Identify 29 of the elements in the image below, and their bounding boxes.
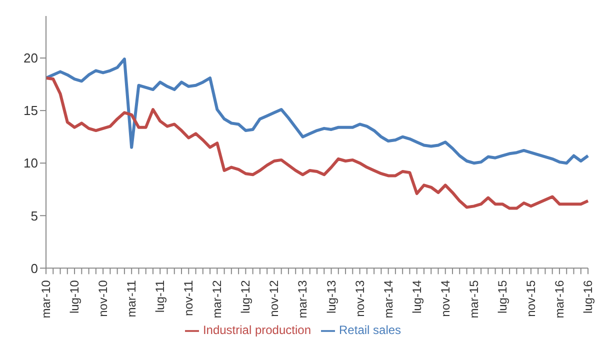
- x-tick-label: mar-10: [39, 280, 53, 318]
- x-tick-label: nov-15: [524, 280, 538, 317]
- x-tick-label: mar-11: [124, 280, 139, 318]
- x-tick-label: nov-11: [182, 280, 196, 316]
- x-tick-label: mar-12: [210, 280, 224, 318]
- x-tick-label: nov-14: [438, 280, 452, 317]
- y-tick-label: 10: [24, 156, 38, 171]
- x-tick-label: lug-13: [324, 280, 338, 314]
- x-tick-label: lug-12: [238, 280, 253, 314]
- x-tick-label: lug-11: [153, 280, 168, 313]
- line-series: [44, 76, 590, 210]
- x-tick-label: mar-15: [466, 280, 481, 318]
- x-tick-label: lug-16: [581, 280, 595, 314]
- legend-label: Retail sales: [339, 323, 402, 338]
- line-series: [44, 58, 590, 165]
- y-tick-label: 20: [24, 50, 38, 66]
- x-tick-label: nov-10: [96, 280, 110, 317]
- x-tick-label: mar-16: [552, 280, 566, 318]
- x-tick-label: nov-12: [267, 280, 282, 317]
- y-tick-label: 0: [30, 260, 38, 276]
- x-tick-label: lug-14: [410, 280, 424, 314]
- y-tick-label: 5: [30, 208, 38, 224]
- legend-label: Industrial production: [202, 323, 312, 338]
- x-tick-label: mar-14: [381, 280, 396, 318]
- x-tick-label: mar-13: [296, 280, 310, 318]
- x-tick-label: lug-10: [68, 280, 82, 314]
- y-tick-label: 15: [24, 103, 38, 118]
- x-tick-label: nov-13: [352, 280, 367, 317]
- x-tick-label: lug-15: [495, 280, 510, 314]
